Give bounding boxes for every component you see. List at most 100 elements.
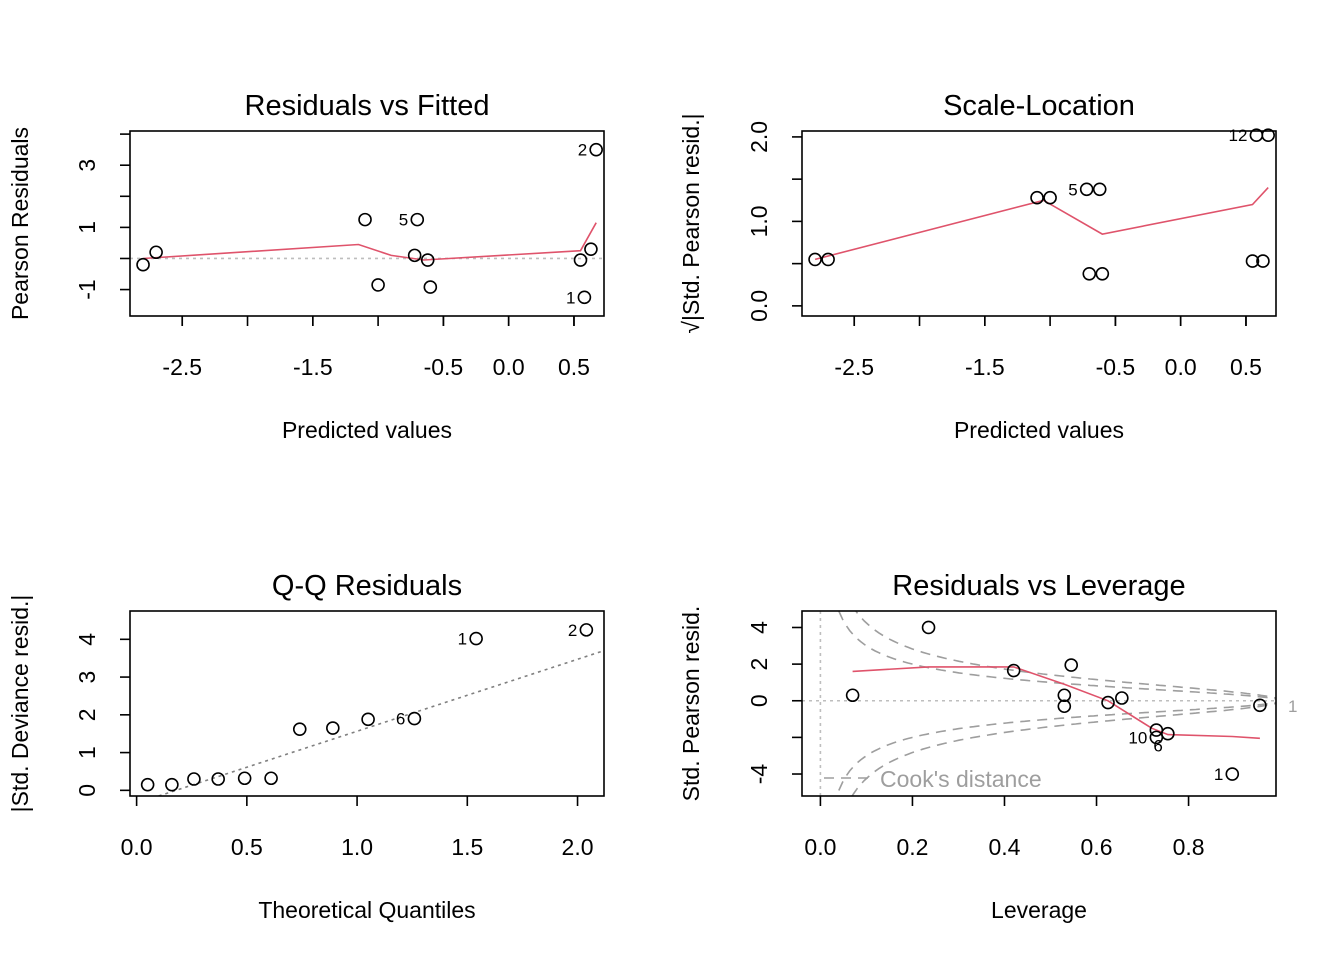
x-tick-label: 0.5: [231, 834, 263, 860]
x-axis-label: Predicted values: [954, 417, 1124, 443]
x-tick-label: -0.5: [1096, 354, 1136, 380]
x-tick-label: 0.5: [558, 354, 590, 380]
data-point: [237, 771, 252, 786]
plot-area: [814, 187, 1269, 261]
data-point: [1245, 254, 1260, 268]
data-point: [1261, 128, 1275, 143]
data-point: [211, 772, 225, 786]
plot-frame: [129, 610, 605, 797]
y-tick-label: 0: [746, 694, 772, 707]
y-tick-label: 0.0: [746, 290, 772, 322]
chart-title: Q-Q Residuals: [272, 570, 462, 602]
smoother-line: [852, 666, 1260, 740]
point-id-label: 2: [568, 621, 577, 640]
plot-frame: [801, 610, 1277, 797]
data-point: [921, 620, 936, 635]
data-point: [1225, 767, 1240, 781]
x-tick-label: 1.5: [451, 834, 483, 860]
panel-qq-residuals: Q-Q Residuals Theoretical Quantiles |Std. …: [7, 570, 605, 923]
chart-title: Scale-Location: [943, 90, 1135, 122]
x-tick-label: -1.5: [965, 354, 1005, 380]
y-tick-label: 0: [74, 784, 100, 797]
y-tick-label: -4: [746, 764, 772, 785]
data-point: [1082, 266, 1097, 281]
point-id-label: 1: [458, 630, 467, 649]
data-point: [407, 248, 422, 263]
data-point: [326, 721, 340, 735]
chart-title: Residuals vs Fitted: [245, 90, 490, 122]
data-point: [1064, 658, 1079, 672]
y-tick-label: 2: [746, 658, 772, 671]
x-tick-label: 0.0: [1165, 354, 1197, 380]
y-tick-label: 4: [74, 633, 100, 646]
data-point: [589, 142, 603, 157]
y-tick-label: 3: [74, 159, 100, 172]
x-tick-label: -1.5: [293, 354, 333, 380]
data-point: [371, 278, 385, 292]
y-tick-label: 3: [74, 671, 100, 684]
y-tick-label: 1: [74, 221, 100, 234]
data-point: [165, 777, 179, 792]
point-id-label: 10: [1128, 728, 1147, 747]
y-tick-label: 4: [746, 621, 772, 634]
data-point: [1256, 254, 1270, 268]
data-point: [1057, 699, 1072, 714]
y-tick-label: -1: [74, 279, 100, 299]
legend-cooks-distance: Cook's distance: [880, 766, 1042, 792]
x-tick-label: 0.2: [896, 834, 928, 860]
panel-residuals-vs-fitted: Residuals vs Fitted Predicted values Pears…: [7, 90, 605, 443]
x-axis-label: Leverage: [991, 897, 1087, 923]
data-point: [292, 722, 307, 736]
data-point: [845, 688, 860, 703]
data-point: [1101, 695, 1115, 710]
y-axis-label: Pearson Residuals: [7, 127, 33, 320]
panel-scale-location: Scale-Location Predicted values √|Std. Pea…: [678, 90, 1277, 443]
data-point: [420, 253, 435, 267]
point-id-label: 1: [566, 288, 575, 307]
cooks-distance-contour-upper: [838, 611, 1276, 700]
data-point: [1006, 663, 1021, 678]
data-point: [149, 245, 163, 260]
x-tick-label: 0.0: [121, 834, 153, 860]
data-point: [573, 253, 588, 267]
data-point: [1030, 190, 1044, 205]
x-tick-label: -2.5: [834, 354, 874, 380]
data-point: [469, 631, 483, 646]
point-id-label: 6: [396, 710, 405, 729]
data-point: [579, 623, 594, 637]
plot-frame: [129, 130, 605, 317]
data-point: [808, 252, 822, 267]
point-id-label: 2: [578, 141, 587, 160]
point-id-label: 5: [399, 211, 408, 230]
y-tick-label: 2.0: [746, 121, 772, 153]
data-point: [1092, 182, 1107, 197]
x-tick-label: 2.0: [562, 834, 594, 860]
data-point: [821, 252, 835, 267]
y-tick-label: 1.0: [746, 205, 772, 237]
x-tick-label: 0.6: [1081, 834, 1113, 860]
data-point: [136, 257, 150, 272]
data-point: [361, 712, 375, 727]
data-point: [1043, 190, 1057, 205]
cooks-distance-contour-lower: [851, 702, 1276, 796]
data-point: [1057, 688, 1072, 703]
panel-residuals-vs-leverage: Residuals vs Leverage Leverage Std. Pearso…: [678, 570, 1297, 923]
data-point: [1253, 698, 1267, 713]
y-tick-label: 1: [74, 746, 100, 759]
x-tick-label: 0.0: [493, 354, 525, 380]
data-point: [358, 212, 372, 227]
data-point: [407, 711, 422, 726]
plot-area: [802, 611, 1276, 796]
data-point: [140, 777, 155, 792]
plot-area: [158, 649, 604, 796]
point-id-label: 6: [1153, 736, 1162, 755]
y-axis-label: Std. Pearson resid.: [678, 606, 704, 802]
data-point: [1115, 691, 1129, 705]
data-point: [1095, 266, 1110, 281]
cooks-distance-contour-lower: [838, 701, 1276, 791]
plot-frame: [801, 130, 1277, 317]
data-point: [1079, 182, 1094, 197]
data-point: [264, 771, 278, 786]
y-axis-label: √|Std. Pearson resid.|: [678, 113, 704, 333]
